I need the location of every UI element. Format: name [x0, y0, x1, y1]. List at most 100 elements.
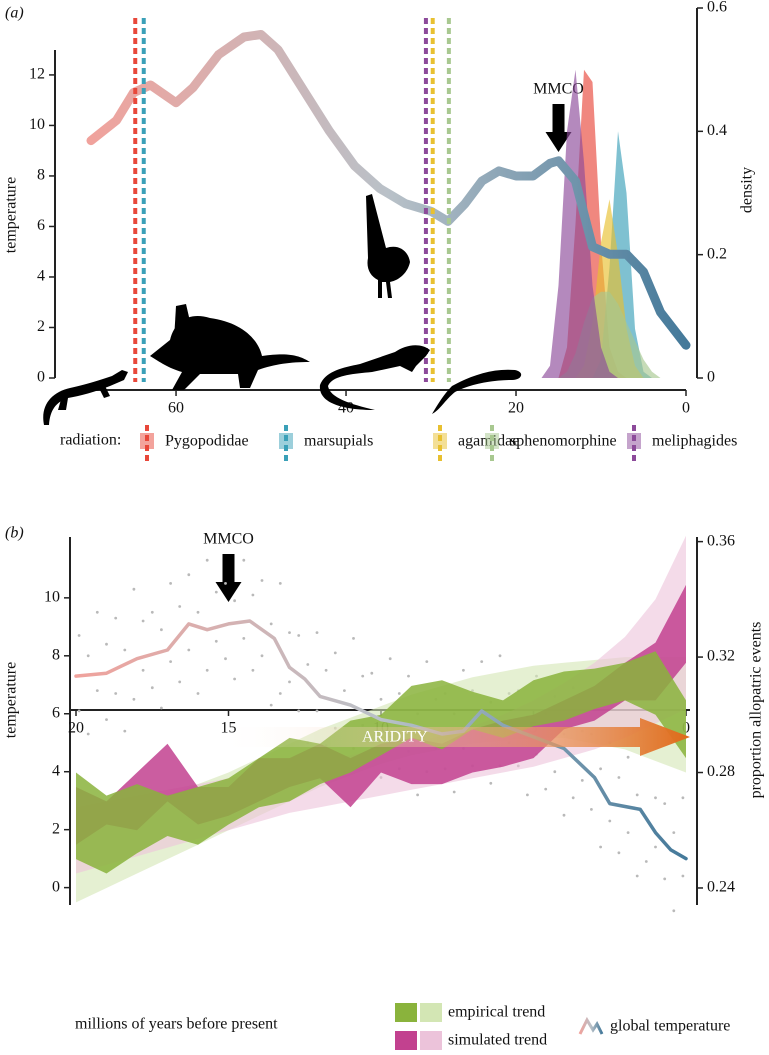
y2-tick-label: 0.24	[707, 879, 735, 896]
panel-label: (b)	[5, 525, 24, 542]
y-axis-title: temperature	[3, 177, 20, 253]
temperature-point	[370, 671, 374, 675]
temperature-point	[141, 668, 145, 672]
y-tick-label: 2	[52, 820, 60, 837]
x-tick-label: 20	[508, 400, 524, 417]
legend-swatch	[395, 1031, 417, 1050]
temperature-point	[681, 796, 685, 800]
gecko-legs	[58, 384, 110, 410]
y-tick-label: 6	[37, 217, 45, 234]
aridity-arrow: ARIDITY	[215, 718, 690, 756]
temperature-point	[526, 793, 529, 797]
bandicoot	[150, 316, 310, 390]
bandicoot-ear	[174, 304, 192, 340]
panel-label: (a)	[5, 5, 24, 22]
y-axis-title: temperature	[3, 662, 20, 738]
arrow-shape	[215, 718, 690, 756]
temperature-point	[214, 639, 218, 643]
temperature-point	[333, 651, 337, 655]
temperature-point	[233, 599, 237, 603]
temperature-point	[544, 787, 548, 791]
temperature-point	[150, 686, 154, 690]
temperature-point	[608, 819, 612, 823]
legend-title: radiation:	[60, 432, 121, 449]
temperature-point	[489, 781, 493, 785]
temperature-point	[114, 692, 118, 695]
y-tick-label: 0	[37, 369, 45, 386]
temperature-point	[123, 648, 127, 652]
temperature-point	[590, 808, 593, 811]
temperature-point	[416, 793, 419, 797]
legend-swatch	[420, 1031, 442, 1050]
legend-swatch	[395, 1003, 417, 1022]
temperature-point	[141, 619, 145, 623]
temperature-point	[388, 657, 392, 661]
temperature-point	[224, 582, 227, 585]
temperature-point	[553, 770, 557, 774]
temperature-point	[205, 668, 209, 672]
temperature-point	[105, 718, 108, 721]
temperature-point	[114, 616, 118, 620]
x-tick-label: 0	[682, 400, 690, 417]
temperature-point	[663, 877, 667, 881]
legend-label: Pygopodidae	[165, 433, 249, 450]
temperature-point	[315, 631, 319, 634]
temperature-point	[352, 637, 355, 640]
temperature-point	[407, 674, 410, 678]
temperature-point	[681, 874, 685, 878]
y2-tick-label: 0.32	[707, 648, 735, 665]
temperature-point	[626, 831, 630, 834]
temperature-point	[169, 660, 173, 663]
temperature-point	[242, 637, 246, 640]
temperature-point	[169, 582, 173, 585]
legend-label: marsupials	[304, 433, 373, 450]
temperature-point	[562, 813, 566, 817]
temperature-point	[178, 680, 182, 684]
temperature-point	[663, 802, 667, 805]
temperature-point	[425, 660, 429, 663]
temperature-point	[178, 605, 182, 608]
temperature-point	[397, 692, 401, 695]
temperature-point	[260, 654, 264, 658]
y2-tick-label: 0	[707, 369, 715, 386]
temperature-point	[324, 668, 328, 672]
silhouettes	[43, 194, 522, 425]
legend-swatch	[420, 1003, 442, 1022]
temperature-point	[343, 689, 346, 692]
temperature-point	[452, 790, 456, 794]
temperature-point	[224, 657, 227, 661]
temperature-point	[306, 663, 310, 666]
temperature-point	[251, 593, 255, 597]
temperature-point	[160, 706, 163, 710]
x-axis-title: millions of years before present	[75, 1016, 278, 1033]
temperature-point	[86, 654, 90, 658]
temperature-point	[132, 697, 136, 701]
legend-label: sphenomorphine	[510, 433, 617, 450]
temperature-point	[315, 709, 319, 713]
legend-swatch	[578, 1016, 604, 1035]
x-tick-label: 20	[68, 720, 84, 737]
y-tick-label: 4	[52, 762, 60, 779]
y-tick-label: 10	[29, 116, 45, 133]
temperature-point	[150, 610, 154, 614]
temperature-point	[297, 634, 301, 637]
temperature-point	[214, 590, 218, 594]
temperature-point	[644, 860, 648, 863]
legend-label: global temperature	[610, 1018, 730, 1035]
temperature-point	[278, 582, 282, 585]
temperature-point	[205, 558, 209, 562]
temperature-point	[297, 709, 301, 713]
y-tick-label: 12	[29, 66, 45, 83]
annotation: MMCO	[203, 531, 254, 548]
y-tick-label: 8	[52, 646, 60, 663]
y2-tick-label: 0.4	[707, 122, 727, 139]
temperature-point	[361, 674, 365, 678]
temperature-point	[187, 648, 191, 652]
temperature-point	[580, 779, 584, 782]
legend-label: empirical trend	[448, 1004, 545, 1021]
temperature-point	[95, 610, 99, 614]
y2-tick-label: 0.6	[707, 0, 727, 16]
temperature-point	[123, 729, 127, 733]
temperature-point	[196, 692, 200, 695]
